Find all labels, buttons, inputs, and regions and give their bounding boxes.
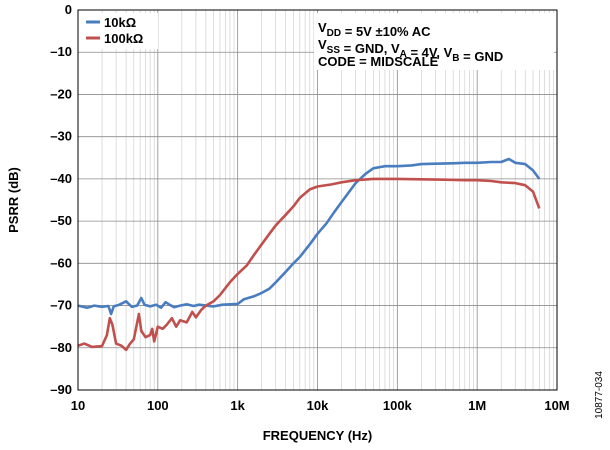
x-tick-label: 100 (147, 398, 169, 413)
x-tick-label: 10 (71, 398, 85, 413)
legend-background (82, 13, 158, 49)
y-tick-label: –50 (50, 213, 72, 228)
legend-label: 100kΩ (104, 31, 143, 46)
x-tick-label: 10M (544, 398, 569, 413)
y-tick-label: –40 (50, 171, 72, 186)
y-tick-label: 0 (65, 2, 72, 17)
x-tick-label: 10k (307, 398, 329, 413)
x-tick-label: 1M (468, 398, 486, 413)
y-tick-label: –70 (50, 298, 72, 313)
x-tick-label: 1k (230, 398, 245, 413)
x-axis-label: FREQUENCY (Hz) (263, 428, 373, 443)
series-line-100k (77, 177, 541, 352)
chart-series-layer (77, 157, 541, 352)
annotation-line: VSS = GND, VA = 4V, VB = GND (318, 37, 503, 64)
y-tick-label: –20 (50, 86, 72, 101)
y-tick-label: –10 (50, 44, 72, 59)
legend-label: 10kΩ (104, 15, 136, 30)
annotation-line: VDD = 5V ±10% AC (318, 20, 431, 39)
x-tick-label: 100k (383, 398, 413, 413)
y-tick-label: –30 (50, 129, 72, 144)
y-tick-label: –80 (50, 340, 72, 355)
y-axis-label: PSRR (dB) (6, 167, 21, 233)
figure-id: 10877-034 (594, 371, 605, 419)
chart-grid (77, 9, 558, 391)
series-line-10k (77, 157, 541, 316)
annotation-line: CODE = MIDSCALE (318, 54, 439, 69)
plot-border (77, 9, 558, 391)
annotation-background (314, 13, 554, 70)
y-tick-label: –90 (50, 382, 72, 397)
tick-labels: 10 100 1k 10k 100k 1M 10M 0 –10 –20 –30 –40 –50 –60 –7… (50, 2, 569, 413)
y-tick-label: –60 (50, 255, 72, 270)
